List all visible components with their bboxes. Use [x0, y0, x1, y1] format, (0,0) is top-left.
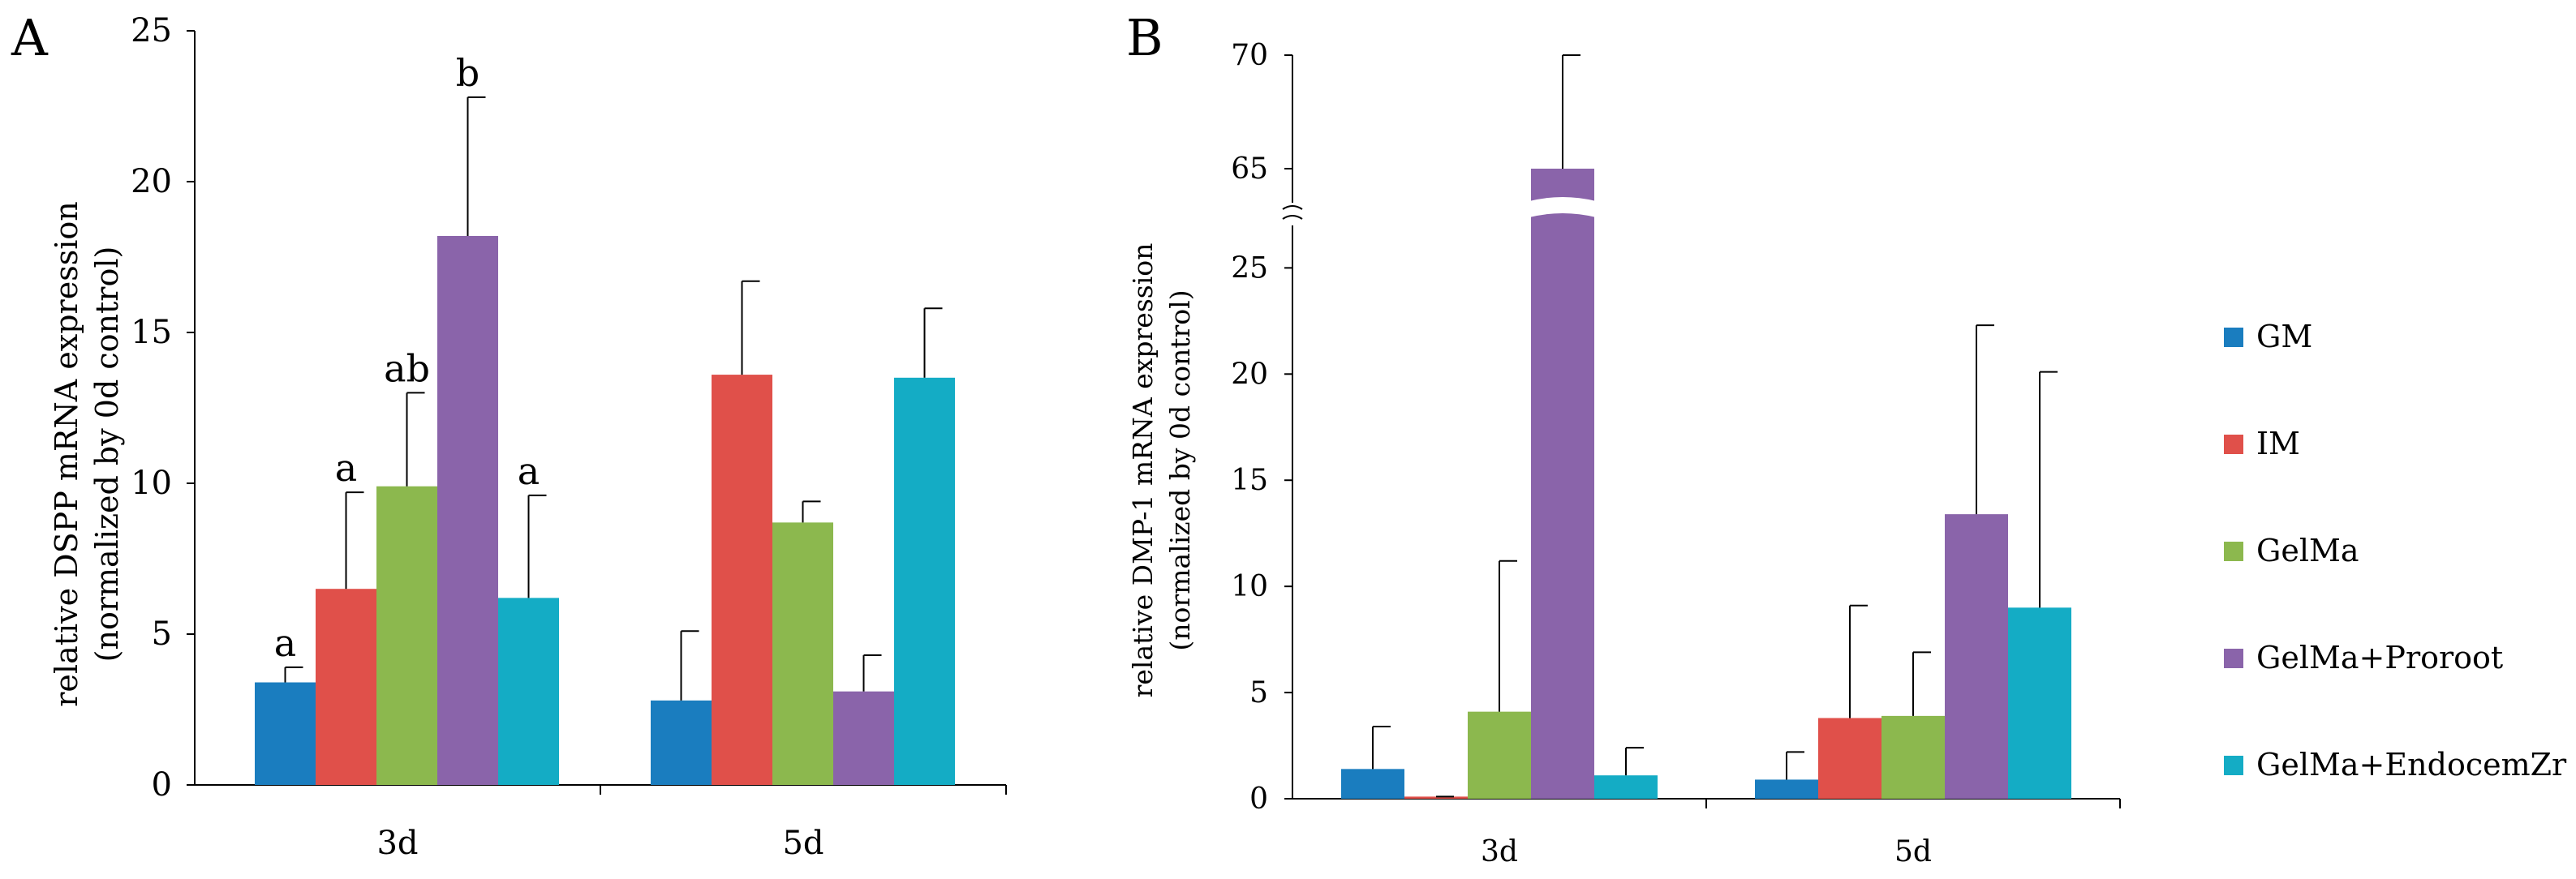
bar-b-gelma	[1468, 711, 1531, 799]
y-tick-label-b: 70	[1231, 39, 1268, 72]
legend-swatch-im	[2224, 435, 2243, 454]
y-tick-label-a: 20	[131, 163, 172, 200]
panel-label-a: A	[11, 8, 49, 67]
bar-a-gelma	[772, 522, 833, 785]
bar-b-gelma	[1881, 715, 1945, 799]
legend-label: GelMa	[2256, 533, 2359, 568]
y-tick-label-b: 15	[1231, 464, 1268, 497]
bar-a-gm	[651, 700, 712, 785]
y-tick-label-b: 20	[1231, 358, 1268, 391]
legend-swatch-gelma-endocemzr	[2224, 756, 2243, 775]
axis-break-mark-b	[1282, 205, 1303, 220]
y-tick-label-b: 0	[1249, 783, 1268, 816]
bar-a-gelma-proroot	[437, 235, 498, 786]
bar-b-gm	[1341, 769, 1404, 799]
ylabel-b-line1: relative DMP-1 mRNA expression	[1127, 243, 1159, 698]
ylabel-a-line2: (normalized by 0d control)	[89, 247, 125, 662]
y-tick-label-b: 10	[1231, 570, 1268, 603]
legend-swatch-gelma	[2224, 542, 2243, 561]
significance-label-a: a	[274, 621, 296, 665]
ylabel-a-line1: relative DSPP mRNA expression	[49, 201, 84, 706]
axes-b: 0 5 10 15 20 25 65 70 3d 5d	[1231, 39, 2121, 868]
bar-b-gm	[1755, 779, 1818, 799]
bar-a-im	[712, 375, 772, 785]
axes-a: 0 5 10 15 20 25 3d 5d	[131, 12, 1007, 862]
y-tick-label-a: 15	[131, 314, 172, 351]
category-label-a: 3d	[376, 825, 418, 862]
bar-a-gelma-endocemzr	[894, 377, 955, 785]
chart-panel-a: A relative DSPP mRNA expression (normali…	[11, 8, 1007, 862]
bar-break-gap-b	[1529, 197, 1596, 217]
legend-label: IM	[2256, 426, 2300, 461]
bar-a-gelma-proroot	[833, 691, 894, 785]
ylabel-b-line2: (normalized by 0d control)	[1164, 289, 1196, 650]
bar-b-im	[1404, 796, 1468, 799]
bar-b-im	[1818, 718, 1881, 799]
bar-b-gelma-endocemzr	[2008, 607, 2071, 799]
bar-a-gm	[255, 682, 316, 785]
bars-b	[1341, 54, 2071, 799]
bar-a-gelma	[376, 486, 437, 785]
significance-label-a: a	[518, 449, 540, 493]
y-tick-label-b: 25	[1231, 251, 1268, 285]
y-tick-label-a: 10	[131, 465, 172, 502]
significance-label-a: b	[456, 51, 480, 95]
bar-b-gelma-endocemzr	[1594, 775, 1658, 799]
category-label-b: 3d	[1481, 835, 1518, 868]
bar-b-gelma-proroot	[1945, 514, 2008, 799]
bars-a: a a ab b a	[255, 51, 955, 786]
legend: GM IM GelMa GelMa+Proroot GelMa+EndocemZr	[2224, 319, 2567, 783]
legend-label: GM	[2256, 319, 2312, 354]
bar-a-gelma-endocemzr	[498, 598, 559, 785]
chart-panel-b: B relative DMP-1 mRNA expression (normal…	[1126, 8, 2121, 868]
category-label-b: 5d	[1894, 835, 1932, 868]
legend-label: GelMa+Proroot	[2256, 640, 2503, 675]
y-tick-label-a: 5	[152, 615, 172, 653]
panel-label-b: B	[1126, 8, 1163, 67]
y-tick-label-b: 5	[1249, 676, 1268, 710]
significance-label-a: ab	[384, 346, 430, 390]
y-tick-label-a: 0	[152, 766, 172, 804]
legend-label: GelMa+EndocemZr	[2256, 747, 2567, 783]
legend-swatch-gelma-proroot	[2224, 649, 2243, 668]
bar-b-gelma-proroot	[1531, 169, 1594, 799]
significance-label-a: a	[335, 446, 357, 490]
y-tick-label-b: 65	[1231, 152, 1268, 186]
legend-swatch-gm	[2224, 328, 2243, 347]
y-tick-label-a: 25	[131, 12, 172, 49]
bar-a-im	[316, 589, 376, 785]
category-label-a: 5d	[782, 825, 824, 862]
